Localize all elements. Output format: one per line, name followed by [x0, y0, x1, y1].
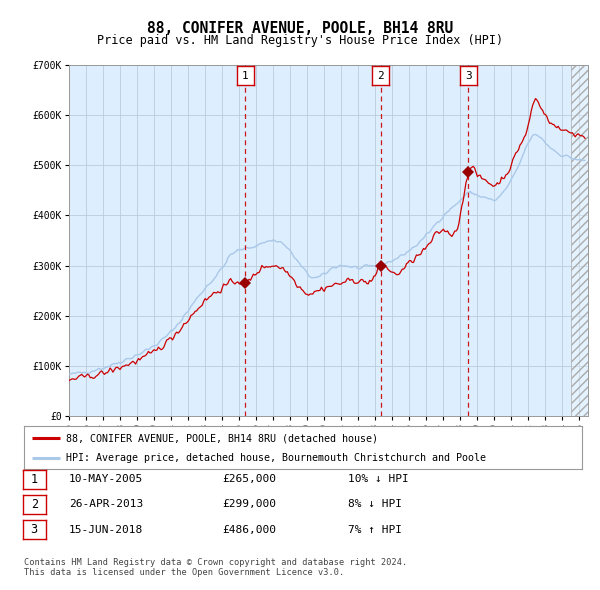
Text: 2: 2 — [31, 498, 38, 511]
Text: £486,000: £486,000 — [222, 525, 276, 535]
Text: 8% ↓ HPI: 8% ↓ HPI — [348, 500, 402, 509]
Text: 26-APR-2013: 26-APR-2013 — [69, 500, 143, 509]
Text: 10% ↓ HPI: 10% ↓ HPI — [348, 474, 409, 484]
Text: 3: 3 — [465, 71, 472, 80]
Text: 2: 2 — [377, 71, 384, 80]
Text: 15-JUN-2018: 15-JUN-2018 — [69, 525, 143, 535]
Text: 7% ↑ HPI: 7% ↑ HPI — [348, 525, 402, 535]
Text: 3: 3 — [31, 523, 38, 536]
Text: 88, CONIFER AVENUE, POOLE, BH14 8RU: 88, CONIFER AVENUE, POOLE, BH14 8RU — [147, 21, 453, 35]
Text: Contains HM Land Registry data © Crown copyright and database right 2024.
This d: Contains HM Land Registry data © Crown c… — [24, 558, 407, 577]
Bar — [571, 65, 588, 416]
Text: 1: 1 — [31, 473, 38, 486]
Text: 10-MAY-2005: 10-MAY-2005 — [69, 474, 143, 484]
Text: HPI: Average price, detached house, Bournemouth Christchurch and Poole: HPI: Average price, detached house, Bour… — [66, 453, 486, 463]
Text: £265,000: £265,000 — [222, 474, 276, 484]
Text: 1: 1 — [242, 71, 248, 80]
Text: 88, CONIFER AVENUE, POOLE, BH14 8RU (detached house): 88, CONIFER AVENUE, POOLE, BH14 8RU (det… — [66, 433, 378, 443]
Bar — [571, 65, 588, 416]
Text: £299,000: £299,000 — [222, 500, 276, 509]
Text: Price paid vs. HM Land Registry's House Price Index (HPI): Price paid vs. HM Land Registry's House … — [97, 34, 503, 47]
